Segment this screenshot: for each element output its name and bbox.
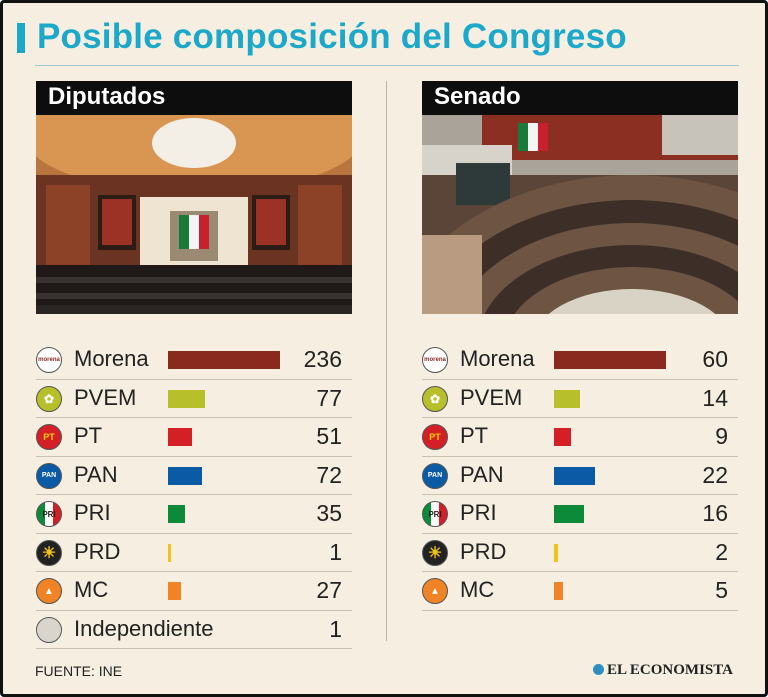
bar-morena [554,351,666,369]
table-row: PRI PRI 16 [422,495,738,534]
party-logo-text: PT [43,432,55,442]
party-logo-morena-icon: morena [36,347,62,373]
seat-count: 5 [715,577,728,603]
brand-mark-icon [593,664,604,675]
table-row: ▲ MC 27 [36,572,352,611]
bar-mc [554,582,564,600]
bar-pt [168,428,193,446]
party-name: PRI [74,500,111,525]
table-row: ✿ PVEM 14 [422,380,738,418]
senado-rows: morena Morena 60 ✿ PVEM 14 PT PT 9 PAN PAN 22 PRI PRI… [422,341,738,611]
party-logo-pri-icon: PRI [36,501,62,527]
diputados-rows: morena Morena 236 ✿ PVEM 77 PT PT 51 PAN PAN 72 PRI P… [36,341,352,649]
brand-name: EL ECONOMISTA [607,662,733,678]
party-logo-pan-icon: PAN [36,462,62,489]
seat-count: 9 [715,423,728,449]
title-rule [35,65,739,66]
photo-chamber-of-deputies-icon [36,115,352,314]
party-logo-pt-icon: PT [36,424,62,450]
bar-morena [168,351,280,369]
table-row: PAN PAN 72 [36,457,352,495]
bar-pri [554,505,584,523]
table-row: PT PT 51 [36,418,352,457]
table-row: ▲ MC 5 [422,572,738,611]
party-logo-text: morena [424,357,446,363]
source-note: FUENTE: INE [35,663,123,679]
table-row: morena Morena 60 [422,341,738,380]
seat-count: 35 [316,500,342,526]
party-logo-prd-icon: ☀ [422,539,448,566]
party-name: PRD [460,538,507,564]
table-row: ✿ PVEM 77 [36,380,352,418]
seat-count: 236 [303,346,342,372]
party-logo-pri-icon: PRI [422,501,448,527]
senado-panel: Senado morena Morena 60 ✿ PVEM 14 [422,81,738,611]
senado-header: Senado [422,81,738,115]
party-logo-text: PT [429,432,441,442]
bar-pan [554,466,596,485]
column-divider [386,81,387,641]
bar-pvem [554,389,581,408]
title-accent-bar [17,23,25,53]
party-logo-mc-icon: ▲ [422,578,448,604]
seat-count: 72 [316,461,342,488]
seat-count: 14 [702,384,728,411]
page-title: Posible composición del Congreso [37,17,627,56]
seat-count: 77 [316,384,342,411]
table-row: PT PT 9 [422,418,738,457]
photo-senate-chamber-icon [422,115,738,314]
seat-count: 1 [329,538,342,565]
bar-pt [554,428,571,446]
table-row: ☀ PRD 2 [422,534,738,572]
seat-count: 16 [702,500,728,526]
bar-prd [168,543,171,562]
bar-mc [168,582,181,600]
party-logo-pt-icon: PT [422,424,448,450]
seat-count: 60 [702,346,728,372]
diputados-header: Diputados [36,81,352,115]
bar-pvem [168,389,205,408]
party-name: Independiente [74,615,214,641]
party-name: MC [460,577,495,602]
party-logo-text: PAN [41,472,57,479]
table-row: PAN PAN 22 [422,457,738,495]
party-logo-text: PAN [427,472,443,479]
party-logo-prd-icon: ☀ [36,539,62,566]
brand-logo: EL ECONOMISTA [593,662,733,679]
party-logo-independiente-icon [36,616,62,643]
party-logo-text: PRI [42,509,56,519]
table-row: ☀ PRD 1 [36,534,352,572]
party-logo-morena-icon: morena [422,347,448,373]
party-logo-pvem-icon: ✿ [36,385,62,412]
bar-prd [554,543,558,562]
seat-count: 1 [329,615,342,642]
party-name: PVEM [74,384,137,410]
party-name: PRD [74,538,121,564]
party-name: PAN [460,461,504,487]
party-name: PT [74,423,103,448]
party-name: MC [74,577,109,602]
table-row: morena Morena 236 [36,341,352,380]
party-name: Morena [460,346,535,371]
party-logo-text: morena [38,357,60,363]
diputados-panel: Diputados [36,81,352,649]
party-logo-text: PRI [428,509,442,519]
party-name: PVEM [460,384,523,410]
table-row: Independiente 1 [36,611,352,649]
seat-count: 22 [702,461,728,488]
seat-count: 27 [316,577,342,603]
bar-pan [168,466,203,485]
bar-pri [168,505,185,523]
seat-count: 2 [715,538,728,565]
party-logo-mc-icon: ▲ [36,578,62,604]
seat-count: 51 [316,423,342,449]
party-name: PAN [74,461,118,487]
table-row: PRI PRI 35 [36,495,352,534]
party-name: PT [460,423,489,448]
party-logo-pvem-icon: ✿ [422,385,448,412]
party-logo-pan-icon: PAN [422,462,448,489]
party-name: Morena [74,346,149,371]
party-name: PRI [460,500,497,525]
